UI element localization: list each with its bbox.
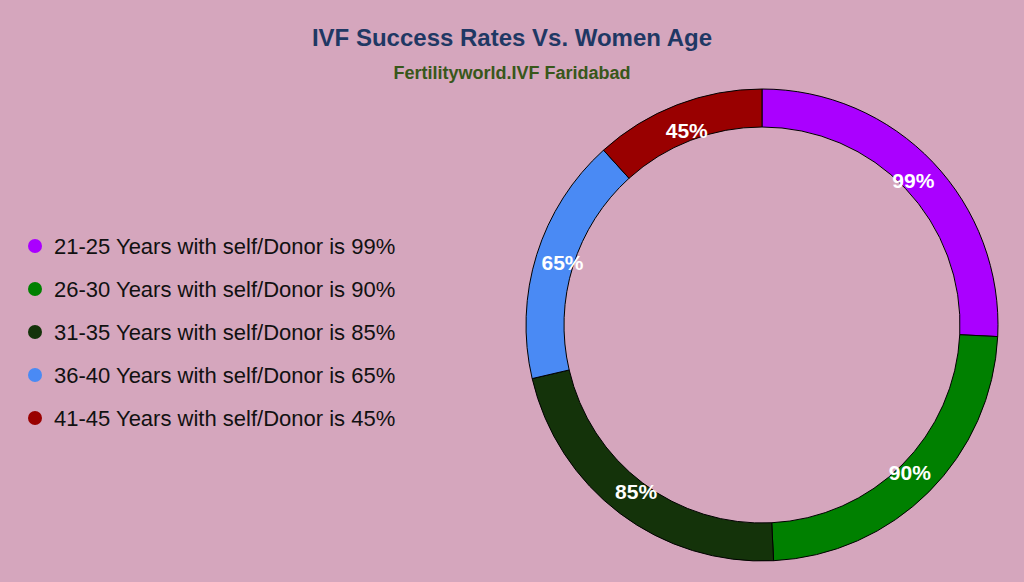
donut <box>526 89 998 561</box>
legend-label: 21-25 Years with self/Donor is 99% <box>54 234 395 259</box>
legend-item: 21-25 Years with self/Donor is 99% <box>28 234 395 259</box>
legend-item: 36-40 Years with self/Donor is 65% <box>28 363 395 388</box>
data-label: 65% <box>541 251 583 274</box>
background <box>0 0 1024 582</box>
legend-swatch <box>28 368 42 382</box>
chart: IVF Success Rates Vs. Women Age Fertility… <box>0 0 1024 582</box>
legend-item: 31-35 Years with self/Donor is 85% <box>28 320 395 345</box>
legend-swatch <box>28 239 42 253</box>
legend-swatch <box>28 282 42 296</box>
legend: 21-25 Years with self/Donor is 99% 26-30 … <box>28 234 395 431</box>
slice <box>526 150 629 378</box>
data-label: 85% <box>615 480 657 503</box>
data-label: 99% <box>892 169 934 192</box>
slice <box>772 335 998 561</box>
legend-label: 36-40 Years with self/Donor is 65% <box>54 363 395 388</box>
data-labels: 99% 90% 85% 65% 45% <box>541 119 934 504</box>
data-label: 45% <box>666 119 708 142</box>
legend-swatch <box>28 411 42 425</box>
slice <box>762 89 998 337</box>
subtitle: Fertilityworld.IVF Faridabad <box>393 63 630 83</box>
legend-label: 26-30 Years with self/Donor is 90% <box>54 277 395 302</box>
legend-label: 31-35 Years with self/Donor is 85% <box>54 320 395 345</box>
legend-item: 26-30 Years with self/Donor is 90% <box>28 277 395 302</box>
data-label: 90% <box>889 461 931 484</box>
legend-swatch <box>28 325 42 339</box>
title: IVF Success Rates Vs. Women Age <box>312 24 712 51</box>
slice <box>604 89 762 178</box>
legend-item: 41-45 Years with self/Donor is 45% <box>28 406 395 431</box>
legend-label: 41-45 Years with self/Donor is 45% <box>54 406 395 431</box>
slice <box>532 370 773 561</box>
